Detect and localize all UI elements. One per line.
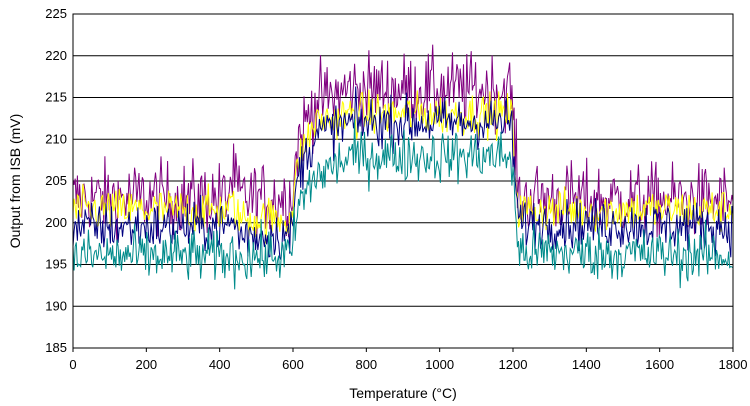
x-tick-label: 1400 <box>572 357 601 372</box>
plot-area-frame <box>72 13 734 349</box>
y-tick-label: 195 <box>45 257 67 272</box>
y-tick-label: 200 <box>45 215 67 230</box>
series-line-4 <box>72 118 734 290</box>
y-axis-title: Output from ISB (mV) <box>7 114 23 249</box>
series-line-2 <box>72 89 734 244</box>
x-tick-label: 1800 <box>719 357 748 372</box>
series-lines <box>72 44 734 290</box>
x-tick-label: 600 <box>282 357 304 372</box>
x-axis-tick-labels: 0 200 400 600 800 1000 1200 1400 1600 1800 <box>69 348 747 372</box>
y-axis-tick-labels: 185 190 195 200 205 210 215 220 225 <box>45 6 67 355</box>
y-tick-label: 210 <box>45 131 67 146</box>
x-axis-title: Temperature (°C) <box>349 385 457 401</box>
x-tick-label: 200 <box>135 357 157 372</box>
x-tick-label: 1000 <box>425 357 454 372</box>
x-tick-label: 800 <box>355 357 377 372</box>
y-tick-label: 185 <box>45 340 67 355</box>
y-tick-label: 220 <box>45 48 67 63</box>
x-tick-label: 1600 <box>645 357 674 372</box>
gridlines <box>73 13 733 349</box>
y-tick-label: 205 <box>45 173 67 188</box>
x-tick-label: 0 <box>69 357 76 372</box>
x-tick-label: 1200 <box>499 357 528 372</box>
x-tick-label: 400 <box>209 357 231 372</box>
y-tick-label: 225 <box>45 6 67 21</box>
y-tick-label: 215 <box>45 90 67 105</box>
y-tick-label: 190 <box>45 298 67 313</box>
